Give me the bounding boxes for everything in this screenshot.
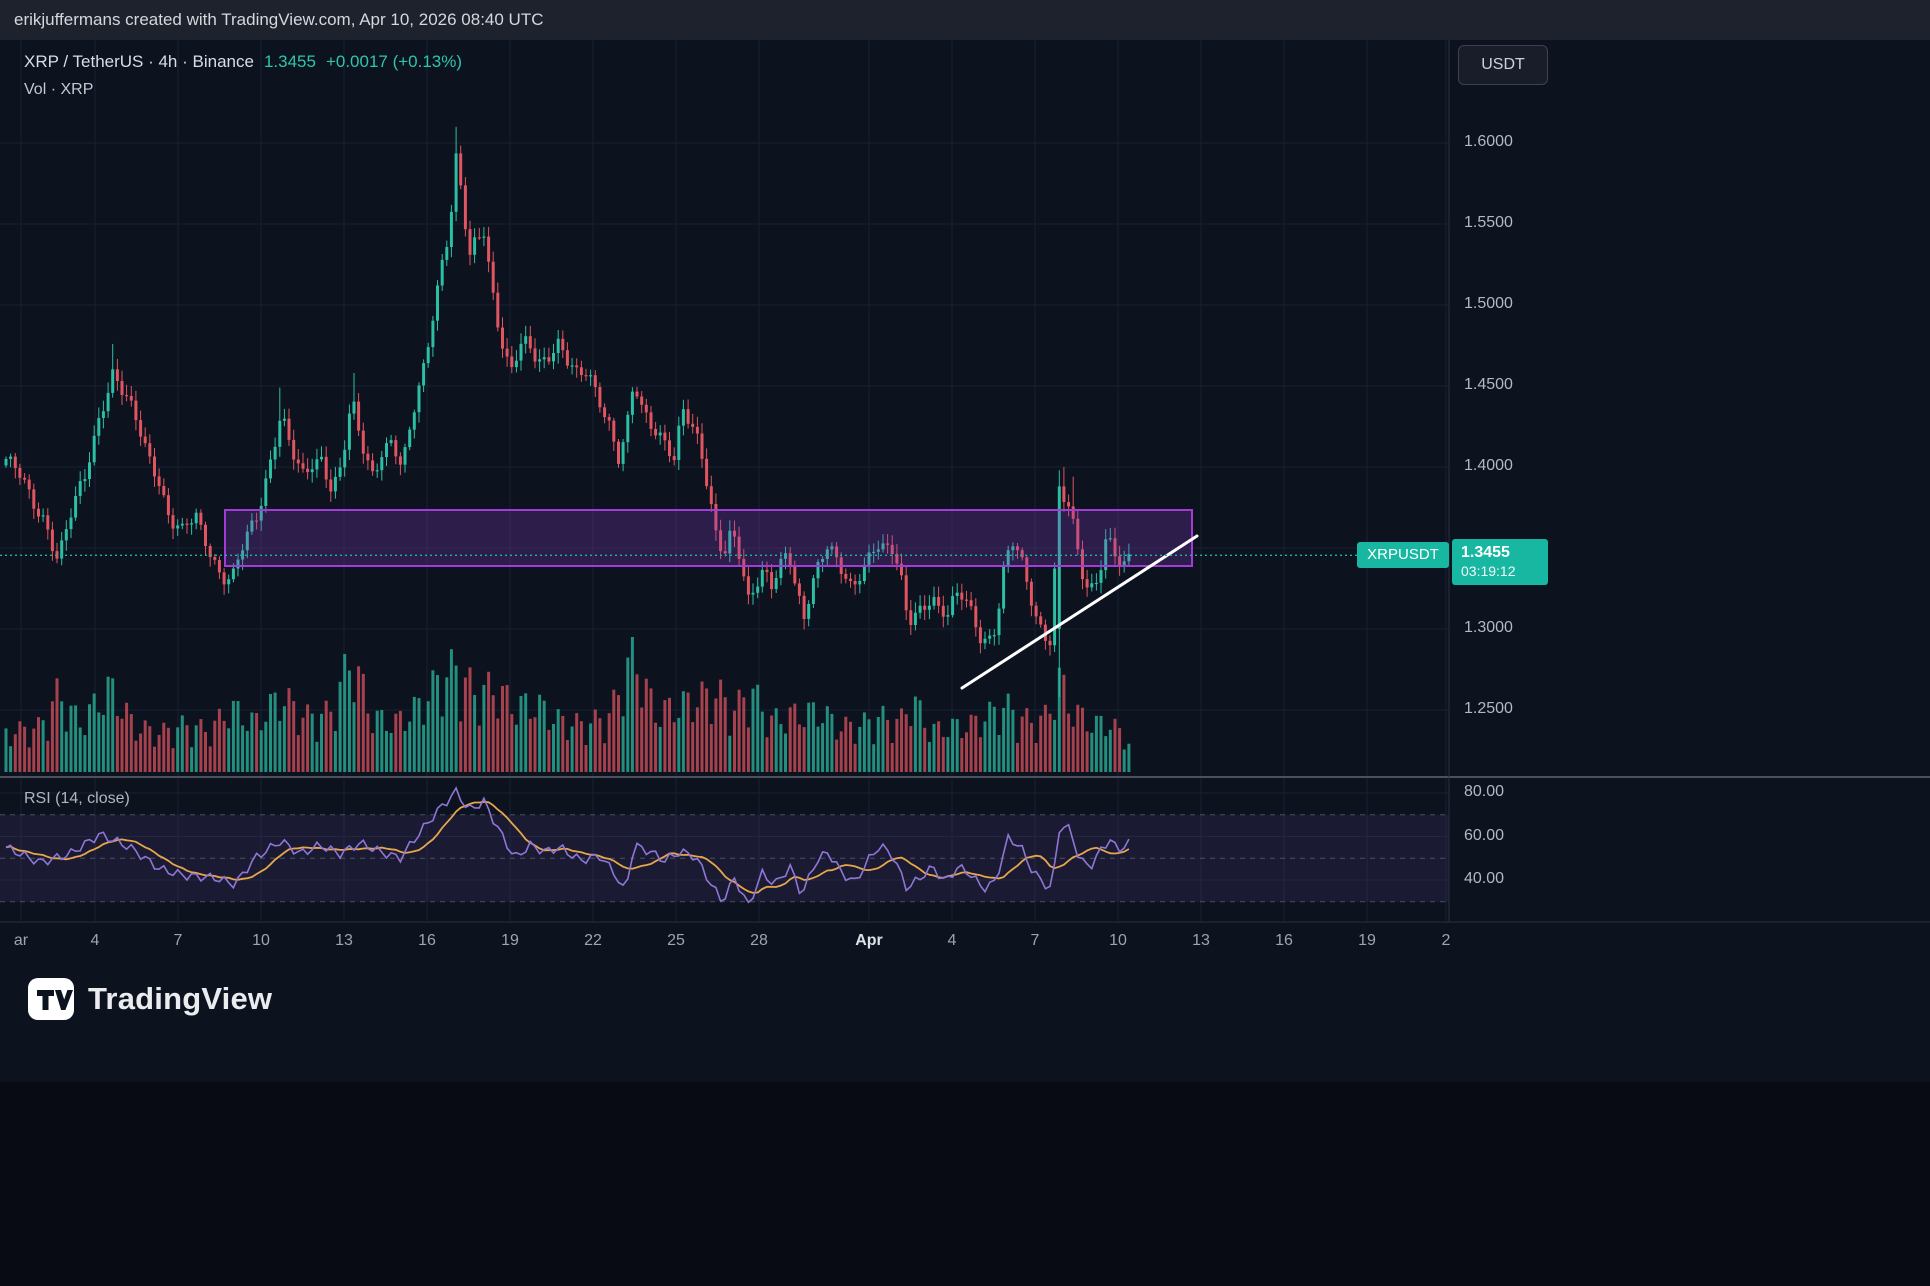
symbol-title[interactable]: XRP / TetherUS · 4h · Binance bbox=[24, 52, 254, 71]
candle-countdown: 03:19:12 bbox=[1461, 563, 1516, 580]
tradingview-icon bbox=[28, 978, 74, 1020]
currency-toggle-button[interactable]: USDT bbox=[1458, 45, 1548, 85]
symbol-legend[interactable]: XRP / TetherUS · 4h · Binance 1.3455 +0.… bbox=[24, 52, 462, 72]
rsi-indicator-legend[interactable]: RSI (14, close) bbox=[24, 790, 130, 807]
tradingview-logo[interactable]: TradingView bbox=[28, 978, 272, 1020]
current-price-label: 1.3455 03:19:12 bbox=[1452, 539, 1548, 586]
tradingview-wordmark: TradingView bbox=[88, 981, 273, 1016]
attribution-bar: erikjuffermans created with TradingView.… bbox=[0, 0, 1930, 40]
bottom-padding bbox=[0, 1082, 1930, 1286]
attribution-text: erikjuffermans created with TradingView.… bbox=[14, 10, 544, 29]
current-price-value: 1.3455 bbox=[1461, 544, 1510, 562]
volume-legend[interactable]: Vol · XRP bbox=[24, 81, 94, 98]
symbol-price-tag: XRPUSDT bbox=[1357, 542, 1449, 569]
last-price: 1.3455 bbox=[263, 52, 316, 71]
price-change: +0.0017 (+0.13%) bbox=[325, 52, 463, 71]
